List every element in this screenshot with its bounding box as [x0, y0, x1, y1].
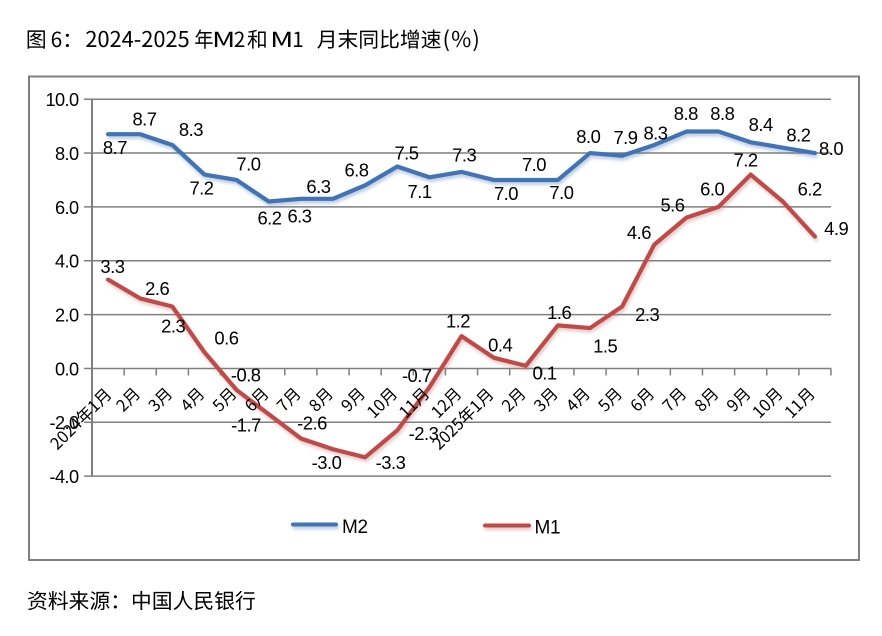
svg-text:M1: M1 — [535, 518, 561, 539]
svg-text:7.2: 7.2 — [189, 178, 213, 199]
svg-text:2.3: 2.3 — [635, 304, 659, 325]
svg-text:8.4: 8.4 — [749, 114, 773, 135]
svg-text:8.8: 8.8 — [710, 103, 734, 124]
svg-text:1.5: 1.5 — [593, 336, 617, 357]
svg-text:-3.3: -3.3 — [376, 452, 406, 473]
svg-text:8.8: 8.8 — [674, 103, 698, 124]
svg-text:-2.0: -2.0 — [50, 413, 79, 433]
svg-text:6.2: 6.2 — [798, 179, 822, 200]
svg-text:7.0: 7.0 — [522, 154, 546, 175]
svg-text:1.6: 1.6 — [547, 302, 571, 323]
svg-text:8.7: 8.7 — [103, 137, 127, 158]
svg-text:7.5: 7.5 — [394, 142, 418, 163]
svg-text:-0.7: -0.7 — [402, 365, 432, 386]
svg-text:-2.6: -2.6 — [297, 413, 327, 434]
svg-text:6.2: 6.2 — [257, 208, 281, 229]
svg-text:8.0: 8.0 — [576, 126, 600, 147]
svg-text:1.2: 1.2 — [446, 311, 470, 332]
svg-text:-3.0: -3.0 — [312, 452, 342, 473]
svg-text:6.3: 6.3 — [287, 205, 311, 226]
svg-text:0.6: 0.6 — [214, 328, 238, 349]
svg-text:8.0: 8.0 — [55, 144, 79, 164]
svg-text:10.0: 10.0 — [46, 90, 79, 110]
svg-text:8.0: 8.0 — [819, 138, 843, 159]
svg-text:2.0: 2.0 — [55, 306, 79, 326]
svg-text:6.8: 6.8 — [344, 160, 368, 181]
svg-text:2.3: 2.3 — [161, 316, 185, 337]
svg-text:7.3: 7.3 — [452, 145, 476, 166]
svg-text:-0.8: -0.8 — [231, 364, 261, 385]
svg-text:7.9: 7.9 — [613, 127, 637, 148]
svg-text:-2.3: -2.3 — [409, 423, 439, 444]
svg-text:8.7: 8.7 — [132, 109, 156, 130]
svg-text:2.6: 2.6 — [145, 278, 169, 299]
svg-text:4.0: 4.0 — [55, 252, 79, 272]
svg-text:8.3: 8.3 — [179, 119, 203, 140]
svg-text:4.6: 4.6 — [627, 222, 651, 243]
svg-text:7.0: 7.0 — [549, 182, 573, 203]
svg-text:7.0: 7.0 — [494, 183, 518, 204]
svg-text:4.9: 4.9 — [824, 218, 848, 239]
svg-text:7.0: 7.0 — [236, 154, 260, 175]
svg-text:M2: M2 — [342, 517, 368, 538]
svg-text:7.1: 7.1 — [408, 181, 432, 202]
svg-text:5.6: 5.6 — [660, 195, 684, 216]
svg-text:6.0: 6.0 — [55, 198, 79, 218]
svg-text:0.4: 0.4 — [488, 335, 512, 356]
svg-text:7.2: 7.2 — [734, 150, 758, 171]
svg-text:0.0: 0.0 — [55, 359, 79, 379]
svg-text:-1.7: -1.7 — [231, 415, 261, 436]
svg-text:-4.0: -4.0 — [50, 467, 79, 487]
svg-text:8.2: 8.2 — [786, 125, 810, 146]
svg-text:6.3: 6.3 — [306, 176, 330, 197]
svg-text:8.3: 8.3 — [643, 123, 667, 144]
svg-text:0.1: 0.1 — [533, 362, 557, 383]
svg-text:6.0: 6.0 — [700, 179, 724, 200]
svg-text:3.3: 3.3 — [100, 256, 124, 277]
